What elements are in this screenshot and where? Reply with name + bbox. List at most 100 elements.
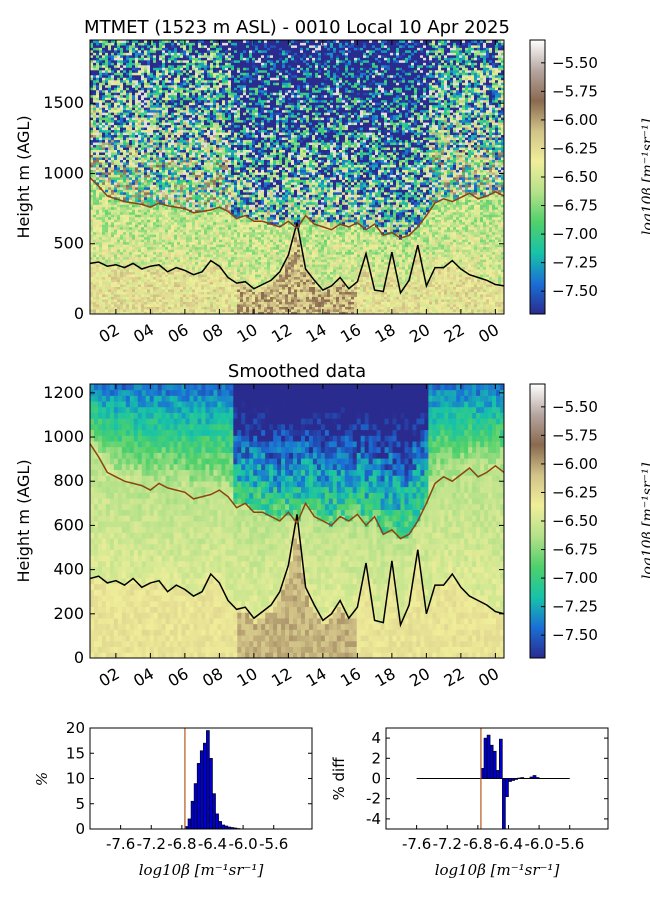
heatmap-cell [93,69,97,73]
heatmap-cell [141,281,145,285]
heatmap-cell [207,284,211,287]
heatmap-cell [135,69,139,73]
heatmap-cell [198,179,202,183]
heatmap-cell [90,234,94,238]
heatmap-cell [174,69,178,73]
heatmap-cell [213,259,217,263]
heatmap-cell [180,87,184,91]
heatmap-cell [213,157,217,160]
heatmap-cell [99,216,103,220]
heatmap-cell [186,231,190,235]
heatmap-cell [195,311,199,314]
heatmap-cell [117,286,121,290]
heatmap-cell [195,40,199,43]
heatmap-cell [210,276,214,280]
heatmap-cell [99,142,103,146]
heatmap-cell [96,117,100,121]
heatmap-cell [219,191,223,195]
heatmap-cell [156,109,160,113]
heatmap-cell [159,139,163,143]
heatmap-cell [213,289,217,292]
heatmap-cell [198,251,202,255]
heatmap-cell [201,64,205,68]
heatmap-cell [195,107,199,111]
heatmap-cell [168,99,172,103]
heatmap-cell [147,40,151,43]
heatmap-cell [129,219,133,223]
heatmap-cell [156,152,160,155]
heatmap-cell [204,57,208,61]
heatmap-cell [141,301,145,305]
heatmap-cell [102,154,106,158]
heatmap-cell [120,54,124,58]
heatmap-cell [111,209,115,213]
heatmap-cell [186,301,190,305]
heatmap-cell [117,299,121,302]
heatmap-cell [144,59,148,63]
heatmap-cell [150,209,154,213]
heatmap-cell [114,246,118,250]
heatmap-cell [183,254,187,258]
heatmap-cell [144,311,148,314]
heatmap-cell [120,64,124,68]
heatmap-cell [150,92,154,96]
heatmap-cell [198,89,202,93]
heatmap-cell [192,119,196,123]
heatmap-cell [195,254,199,258]
heatmap-cell [111,304,115,307]
heatmap-cell [126,132,130,136]
heatmap-cell [147,147,151,150]
heatmap-cell [159,244,163,248]
heatmap-cell [204,107,208,111]
heatmap-cell [201,224,205,228]
heatmap-cell [165,214,169,218]
heatmap-cell [198,144,202,148]
heatmap-cell [192,214,196,218]
heatmap-cell [93,249,97,253]
heatmap-cell [90,57,94,61]
heatmap-cell [96,159,100,163]
heatmap-cell [219,169,223,173]
heatmap-cell [207,259,211,263]
heatmap-cell [90,311,94,314]
heatmap-cell [123,164,127,168]
heatmap-cell [201,299,205,302]
heatmap-cell [162,231,166,235]
heatmap-cell [108,49,112,53]
heatmap-cell [120,296,124,300]
heatmap-cell [180,279,184,283]
heatmap-cell [225,221,229,225]
heatmap-cell [108,104,112,108]
heatmap-cell [159,49,163,53]
heatmap-cell [114,87,118,91]
heatmap-cell [204,269,208,273]
heatmap-cell [132,162,136,165]
heatmap-cell [141,226,145,230]
heatmap-cell [198,82,202,86]
heatmap-cell [138,216,142,220]
heatmap-cell [144,77,148,81]
heatmap-cell [162,142,166,146]
heatmap-cell [96,82,100,86]
heatmap-cell [123,181,127,185]
heatmap-cell [129,194,133,198]
heatmap-cell [186,199,190,203]
heatmap-cell [141,102,145,106]
heatmap-cell [183,301,187,305]
heatmap-cell [192,142,196,146]
heatmap-cell [108,194,112,198]
heatmap-cell [147,239,151,243]
heatmap-cell [219,259,223,263]
heatmap-cell [159,112,163,116]
heatmap-cell [183,251,187,255]
heatmap-cell [99,64,103,68]
heatmap-cell [222,132,226,136]
heatmap-cell [129,142,133,146]
heatmap-cell [156,52,160,56]
heatmap-cell [105,104,109,108]
heatmap-cell [183,189,187,193]
heatmap-cell [114,107,118,111]
heatmap-cell [207,204,211,208]
heatmap-cell [174,54,178,58]
heatmap-cell [117,97,121,101]
